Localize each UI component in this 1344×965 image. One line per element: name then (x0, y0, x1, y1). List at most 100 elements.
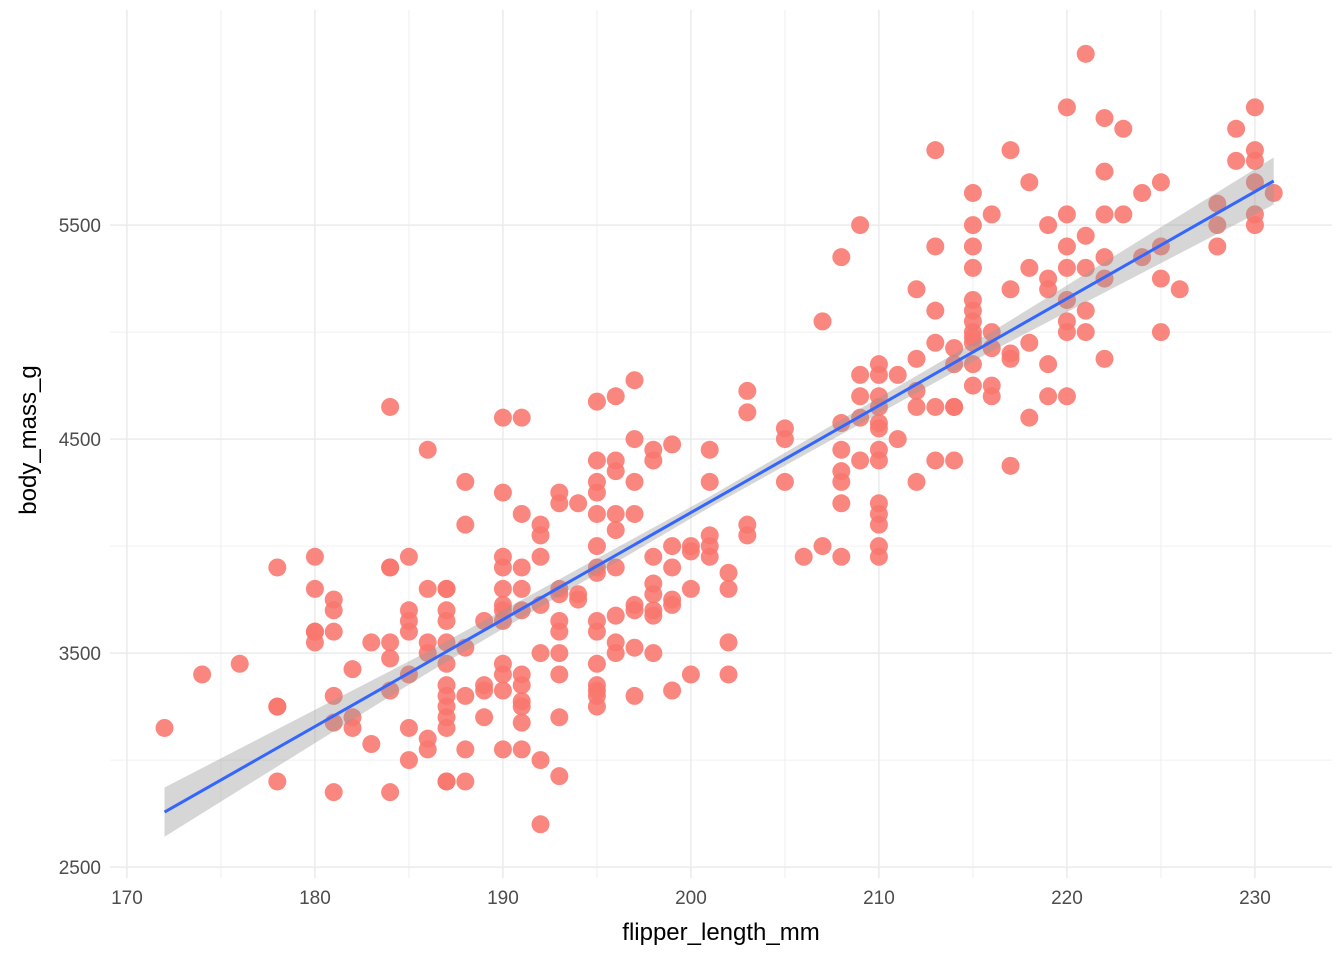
point (587, 451, 606, 470)
point (1151, 269, 1170, 288)
point (663, 537, 682, 556)
point (1227, 119, 1246, 138)
point (512, 713, 531, 732)
point (512, 740, 531, 759)
point (381, 558, 400, 577)
point (268, 558, 287, 577)
point (625, 686, 644, 705)
point (418, 579, 437, 598)
point (926, 141, 945, 160)
x-axis-title: flipper_length_mm (622, 919, 819, 946)
point (644, 451, 663, 470)
point (399, 751, 418, 770)
x-tick-label: 170 (111, 888, 143, 909)
point (606, 521, 625, 540)
point (493, 483, 512, 502)
point (155, 718, 174, 737)
point (399, 718, 418, 737)
point (1057, 205, 1076, 224)
point (963, 216, 982, 235)
point (1001, 141, 1020, 160)
point (1057, 323, 1076, 342)
point (587, 622, 606, 641)
point (832, 248, 851, 267)
point (324, 622, 343, 641)
point (493, 579, 512, 598)
point (1076, 226, 1095, 245)
point (888, 365, 907, 384)
point (512, 558, 531, 577)
point (719, 665, 738, 684)
point (625, 504, 644, 523)
point (512, 697, 531, 716)
point (305, 547, 324, 566)
y-axis-title: body_mass_g (15, 365, 42, 514)
point (963, 376, 982, 395)
point (963, 333, 982, 352)
point (305, 622, 324, 641)
point (606, 462, 625, 481)
point (963, 183, 982, 202)
point (851, 451, 870, 470)
x-tick-label: 230 (1239, 888, 1271, 909)
point (926, 301, 945, 320)
point (343, 718, 362, 737)
point (663, 558, 682, 577)
point (1076, 323, 1095, 342)
point (512, 676, 531, 695)
point (963, 258, 982, 277)
point (1245, 173, 1264, 192)
point (700, 472, 719, 491)
point (512, 408, 531, 427)
point (399, 547, 418, 566)
point (550, 665, 569, 684)
marks (155, 44, 1283, 837)
y-tick-label: 5500 (59, 216, 101, 237)
point (700, 547, 719, 566)
point (625, 472, 644, 491)
point (1095, 248, 1114, 267)
point (945, 451, 964, 470)
point (437, 633, 456, 652)
y-tick-label: 4500 (59, 430, 101, 451)
point (1095, 109, 1114, 128)
point (418, 644, 437, 663)
point (437, 718, 456, 737)
point (531, 751, 550, 770)
point (1039, 387, 1058, 406)
point (362, 735, 381, 754)
point (832, 494, 851, 513)
point (456, 740, 475, 759)
point (663, 681, 682, 700)
point (418, 740, 437, 759)
point (625, 601, 644, 620)
point (1133, 183, 1152, 202)
point (1039, 216, 1058, 235)
point (381, 649, 400, 668)
x-tick-label: 180 (299, 888, 331, 909)
point (1039, 280, 1058, 299)
point (381, 783, 400, 802)
point (1170, 280, 1189, 299)
point (1001, 456, 1020, 475)
point (1001, 349, 1020, 368)
point (268, 772, 287, 791)
point (587, 392, 606, 411)
point (437, 654, 456, 673)
point (813, 312, 832, 331)
point (324, 601, 343, 620)
point (230, 654, 249, 673)
point (775, 472, 794, 491)
point (475, 708, 494, 727)
point (456, 772, 475, 791)
point (869, 451, 888, 470)
point (869, 547, 888, 566)
point (907, 349, 926, 368)
point (945, 397, 964, 416)
point (550, 644, 569, 663)
point (1114, 119, 1133, 138)
point (587, 504, 606, 523)
point (719, 563, 738, 582)
